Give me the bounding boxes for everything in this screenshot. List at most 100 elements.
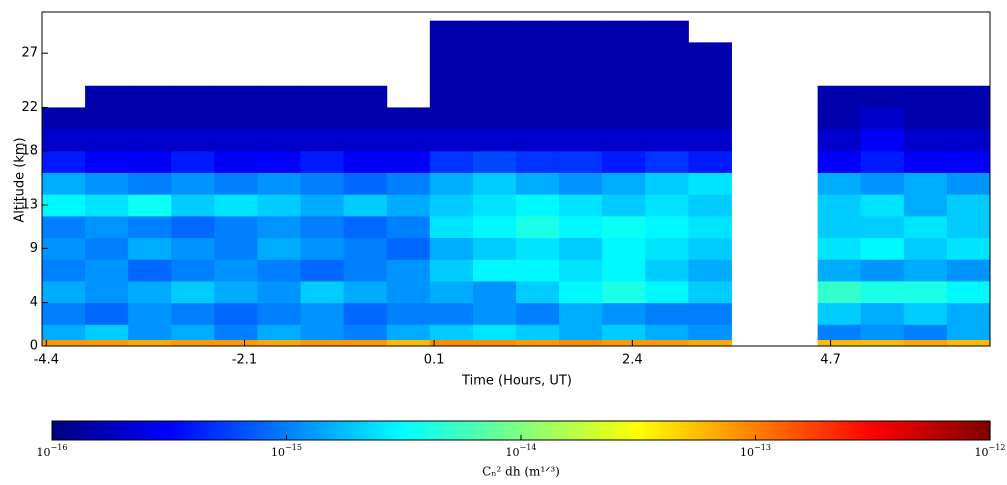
heatmap-cell	[300, 302, 345, 325]
heatmap-cell	[860, 150, 905, 173]
colorbar-band	[134, 421, 139, 440]
colorbar-band	[345, 421, 350, 440]
heatmap-cell	[903, 107, 948, 130]
colorbar-band	[368, 421, 374, 440]
colorbar-band	[290, 421, 295, 440]
heatmap-cell	[817, 107, 862, 130]
tick-base: 10	[37, 446, 51, 459]
colorbar-band	[759, 421, 764, 440]
heatmap-cell	[171, 150, 215, 173]
heatmap-cell	[860, 324, 905, 340]
heatmap-cell	[128, 237, 172, 260]
heatmap-cell	[128, 302, 172, 325]
colorbar-band	[771, 421, 776, 440]
colorbar-band	[947, 421, 952, 440]
heatmap-cell	[516, 194, 560, 217]
colorbar-band	[212, 421, 217, 440]
heatmap-cell	[386, 259, 431, 282]
heatmap-cell	[128, 172, 172, 195]
colorbar-band	[517, 421, 522, 440]
heatmap-cell	[860, 302, 905, 325]
heatmap-cell	[300, 194, 345, 217]
colorbar-band	[165, 421, 170, 440]
colorbar-band	[751, 421, 757, 440]
colorbar-band	[743, 421, 749, 440]
heatmap-cell	[516, 42, 560, 65]
heatmap-cell	[817, 194, 862, 217]
colorbar-band	[634, 421, 639, 440]
heatmap-cell	[516, 280, 560, 304]
heatmap-cell	[128, 259, 172, 282]
heatmap-cell	[85, 237, 129, 260]
colorbar-band	[806, 421, 811, 440]
heatmap-cell	[128, 107, 172, 130]
colorbar-band	[161, 421, 166, 440]
heatmap-cell	[645, 85, 689, 108]
colorbar-band	[876, 421, 882, 440]
heatmap-cell	[343, 215, 388, 239]
heatmap-cell	[386, 194, 431, 217]
colorbar-band	[962, 421, 968, 440]
colorbar-band	[790, 421, 796, 440]
colorbar-band	[599, 421, 604, 440]
colorbar-band	[548, 421, 553, 440]
colorbar-band	[255, 421, 260, 440]
x-axis-label: Time (Hours, UT)	[461, 374, 572, 389]
colorbar-band	[415, 421, 420, 440]
colorbar-band	[392, 421, 397, 440]
heatmap-cell	[946, 150, 991, 173]
colorbar-band	[536, 421, 542, 440]
colorbar-band	[83, 421, 88, 440]
heatmap-cell	[817, 259, 862, 282]
heatmap-cell	[688, 339, 732, 347]
heatmap-cell	[386, 280, 431, 304]
colorbar-band	[528, 421, 534, 440]
colorbar-band	[653, 421, 659, 440]
heatmap-cell	[42, 339, 86, 347]
heatmap-cell	[42, 172, 86, 195]
colorbar-band	[943, 421, 948, 440]
x-tick-label: -2.1	[232, 353, 257, 368]
heatmap-cell	[257, 280, 302, 304]
colorbar-band	[626, 421, 632, 440]
heatmap-cell	[602, 339, 646, 347]
heatmap-cell	[946, 280, 991, 304]
colorbar-band	[403, 421, 409, 440]
colorbar-band	[79, 421, 84, 440]
heatmap-cell	[257, 324, 302, 340]
colorbar-band	[708, 421, 714, 440]
heatmap-cell	[42, 129, 86, 152]
heatmap-cell	[602, 237, 646, 260]
colorbar-band	[126, 421, 131, 440]
heatmap-cell	[472, 259, 517, 282]
heatmap-cell	[817, 85, 862, 108]
colorbar-band	[153, 421, 159, 440]
heatmap-cell	[817, 215, 862, 239]
heatmap-cell	[860, 280, 905, 304]
heatmap-cell	[171, 237, 215, 260]
y-tick-label: 9	[30, 241, 38, 256]
heatmap-cell	[300, 107, 345, 130]
heatmap-cell	[602, 194, 646, 217]
colorbar-band	[438, 421, 444, 440]
heatmap-cell	[602, 107, 646, 130]
heatmap-cell	[645, 324, 689, 340]
heatmap-cell	[602, 324, 646, 340]
heatmap-cell	[42, 194, 86, 217]
heatmap-cell	[343, 339, 388, 347]
colorbar-band	[579, 421, 585, 440]
colorbar-band	[763, 421, 768, 440]
colorbar-band	[501, 421, 506, 440]
colorbar-band	[141, 421, 147, 440]
heatmap-cell	[645, 215, 689, 239]
heatmap-cell	[516, 20, 560, 43]
colorbar-band	[313, 421, 319, 440]
colorbar-band	[896, 421, 901, 440]
heatmap-cell	[817, 237, 862, 260]
heatmap-cell	[516, 302, 560, 325]
colorbar-band	[532, 421, 538, 440]
heatmap-cell	[472, 302, 517, 325]
y-tick-label: 13	[21, 198, 38, 213]
heatmap-cell	[817, 302, 862, 325]
heatmap-cell	[386, 172, 431, 195]
